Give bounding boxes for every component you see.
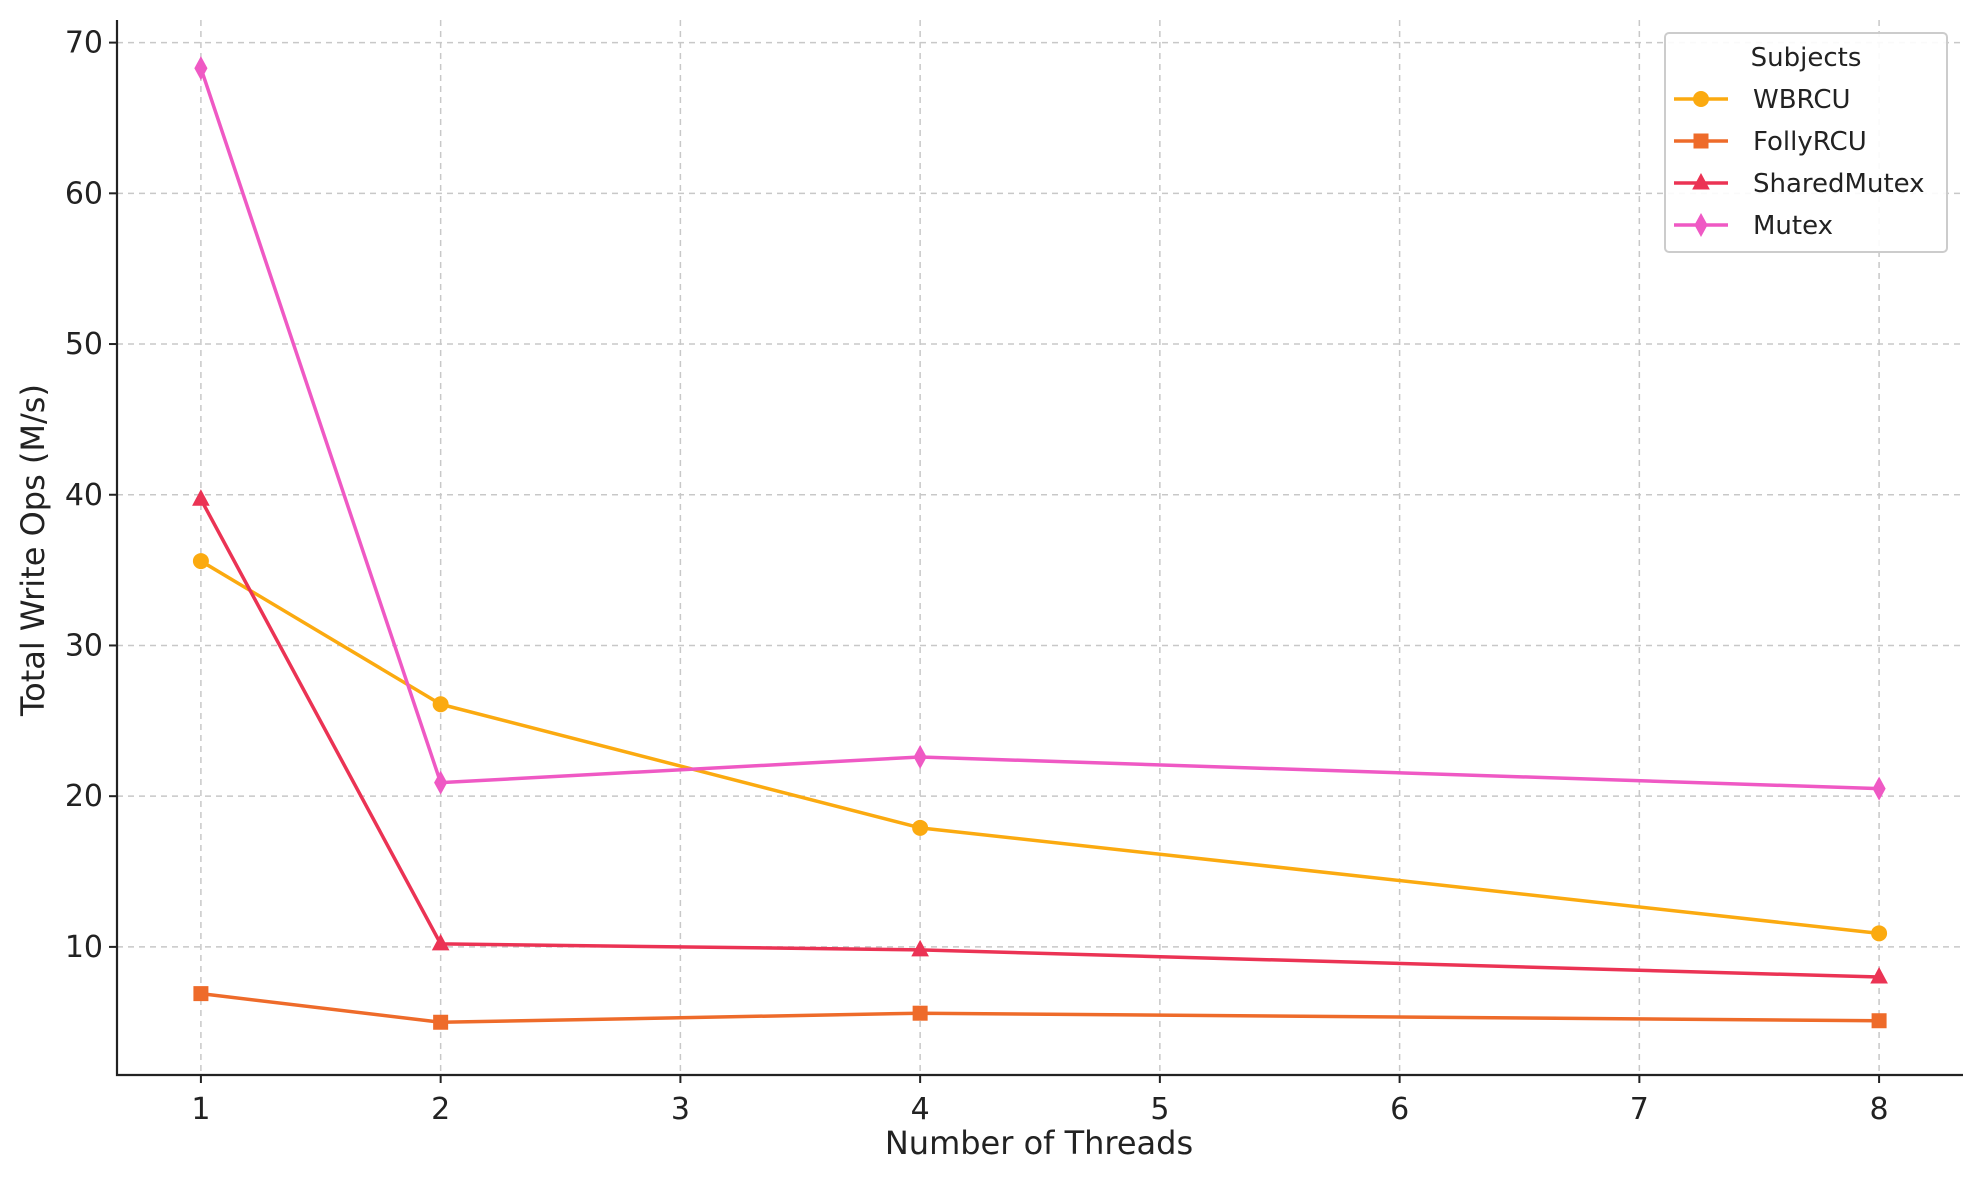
x-tick-label: 2	[431, 1092, 450, 1127]
x-tick-label: 8	[1870, 1092, 1889, 1127]
series-line-sharedmutex	[199, 498, 1880, 979]
x-tick-label: 6	[1390, 1092, 1409, 1127]
legend-label-follyrcu: FollyRCU	[1753, 127, 1867, 157]
series-line-wbrcu	[200, 559, 1880, 936]
legend-item-follyrcu: FollyRCU	[1674, 127, 1867, 157]
axes	[115, 20, 1963, 1077]
data-point-follyrcu	[1871, 1013, 1887, 1029]
legend-item-mutex: Mutex	[1674, 211, 1833, 241]
legend: Subjects WBRCU FollyRCU SharedMutex Mutex	[1664, 32, 1948, 253]
data-point-follyrcu	[912, 1005, 928, 1021]
series-mutex	[194, 56, 1886, 801]
series-sharedmutex	[192, 489, 1888, 984]
x-axis-title: Number of Threads	[885, 1124, 1193, 1162]
legend-box	[1664, 32, 1948, 253]
data-point-wbrcu	[432, 696, 449, 713]
series-wbrcu	[192, 553, 1888, 942]
series-layer	[192, 56, 1888, 1030]
data-point-wbrcu	[192, 553, 209, 570]
legend-label-sharedmutex: SharedMutex	[1753, 169, 1925, 199]
data-point-mutex	[1872, 776, 1886, 801]
axis-spines	[115, 20, 1963, 1077]
legend-marker-mutex	[1694, 212, 1708, 238]
y-tick-label: 10	[65, 930, 103, 965]
data-point-sharedmutex	[1870, 966, 1888, 984]
data-point-mutex	[913, 744, 927, 770]
data-point-mutex	[194, 56, 208, 81]
legend-item-sharedmutex: SharedMutex	[1674, 169, 1925, 199]
series-line-follyrcu	[200, 991, 1880, 1024]
x-axis-ticks: 1 2 3 4 5 6 7 8	[191, 1075, 1889, 1127]
legend-marker-sharedmutex	[1692, 172, 1710, 190]
y-tick-label: 30	[65, 628, 103, 663]
legend-item-wbrcu: WBRCU	[1674, 85, 1851, 115]
y-tick-label: 60	[65, 176, 103, 211]
x-tick-label: 3	[671, 1092, 690, 1127]
data-point-follyrcu	[193, 986, 209, 1002]
legend-label-mutex: Mutex	[1753, 211, 1833, 241]
data-point-sharedmutex	[911, 939, 929, 957]
series-follyrcu	[193, 986, 1887, 1030]
y-tick-label: 40	[65, 478, 103, 513]
data-point-mutex	[434, 770, 448, 795]
y-axis-ticks: 10 20 30 40 50 60 70	[65, 26, 117, 965]
legend-items: WBRCU FollyRCU SharedMutex Mutex	[1674, 85, 1925, 241]
data-point-sharedmutex	[431, 933, 450, 951]
x-tick-label: 7	[1630, 1092, 1649, 1127]
y-tick-label: 20	[65, 779, 103, 814]
y-tick-label: 50	[65, 327, 103, 362]
y-tick-label: 70	[65, 26, 103, 61]
series-line-mutex	[199, 67, 1880, 791]
x-tick-label: 4	[911, 1092, 930, 1127]
data-point-follyrcu	[433, 1014, 449, 1030]
legend-marker-wbrcu	[1693, 91, 1709, 107]
legend-marker-follyrcu	[1693, 133, 1709, 149]
legend-title: Subjects	[1751, 43, 1862, 73]
x-tick-label: 1	[191, 1092, 210, 1127]
data-point-sharedmutex	[192, 489, 210, 506]
data-point-wbrcu	[1871, 925, 1888, 942]
x-tick-label: 5	[1150, 1092, 1169, 1127]
legend-label-wbrcu: WBRCU	[1753, 85, 1851, 115]
data-point-wbrcu	[912, 819, 929, 836]
y-axis-title: Total Write Ops (M/s)	[14, 384, 52, 717]
